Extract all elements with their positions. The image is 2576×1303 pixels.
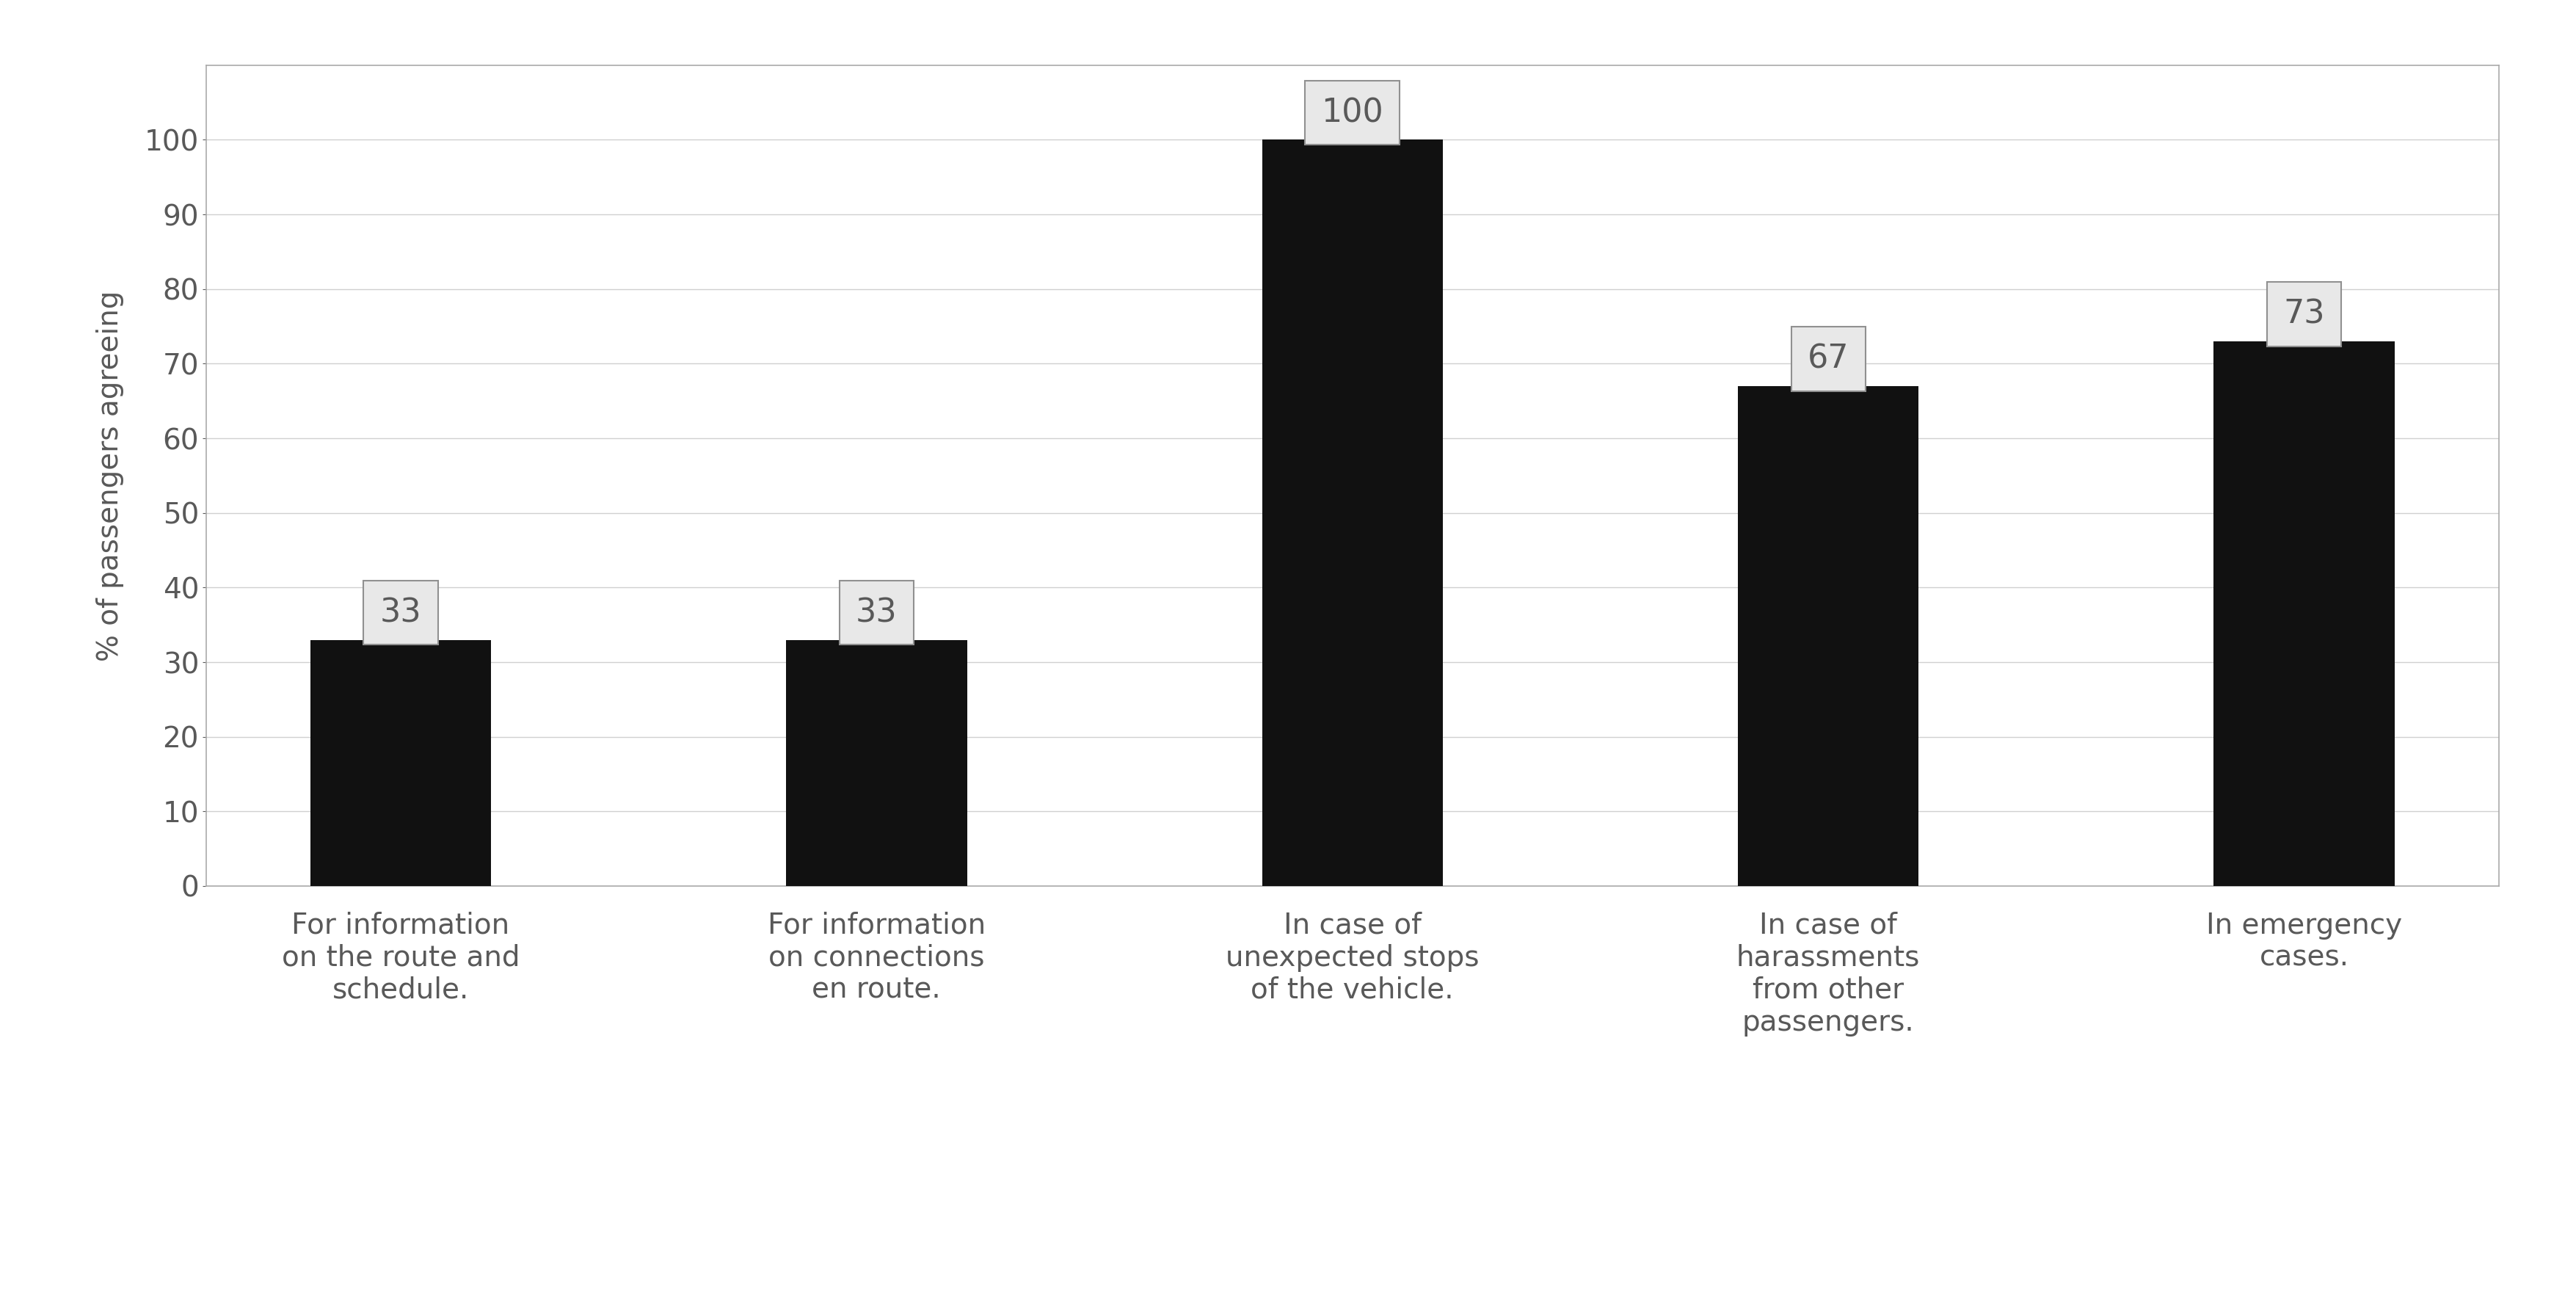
Bar <box>309 640 492 886</box>
Y-axis label: % of passengers agreeing: % of passengers agreeing <box>95 291 124 661</box>
Bar <box>1739 386 1919 886</box>
Bar <box>1262 139 1443 886</box>
Text: 73: 73 <box>2282 298 2326 330</box>
Text: 100: 100 <box>1321 96 1383 129</box>
Bar <box>786 640 966 886</box>
Bar <box>2213 341 2396 886</box>
Text: 67: 67 <box>1808 343 1850 375</box>
Text: 33: 33 <box>855 597 896 628</box>
Text: 33: 33 <box>379 597 422 628</box>
